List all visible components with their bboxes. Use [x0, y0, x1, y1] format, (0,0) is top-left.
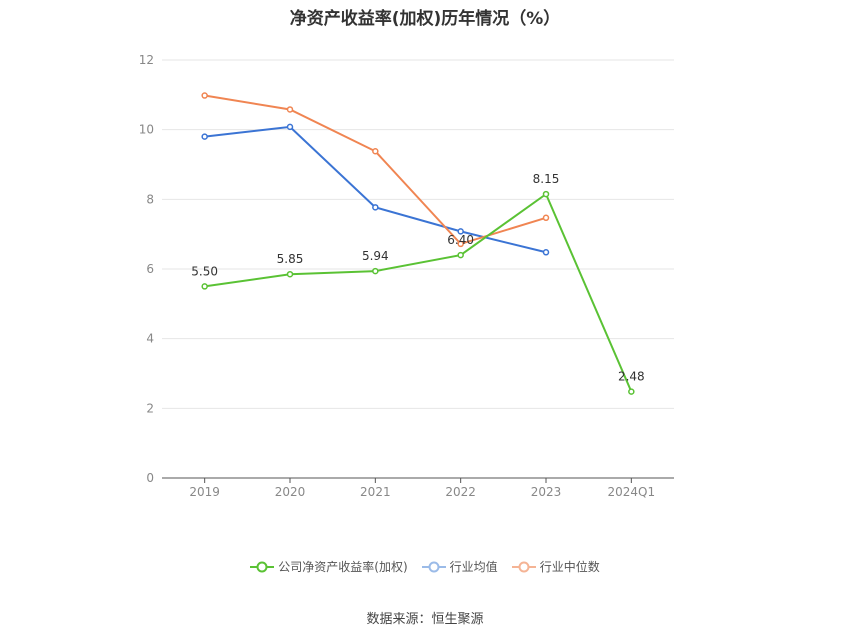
y-tick-label: 2	[146, 401, 154, 415]
legend-line-icon	[250, 561, 275, 572]
legend: 公司净资产收益率(加权) 行业均值 行业中位数	[0, 558, 850, 575]
series-line	[204, 192, 633, 393]
data-label: 5.85	[277, 252, 304, 266]
y-tick-label: 10	[139, 123, 154, 137]
data-point[interactable]	[372, 204, 379, 211]
data-point[interactable]	[372, 267, 379, 275]
x-tick-label: 2024Q1	[608, 485, 656, 499]
y-tick-label: 6	[146, 262, 154, 276]
data-point[interactable]	[628, 388, 635, 395]
x-tick-label: 2019	[189, 485, 220, 499]
data-point[interactable]	[542, 249, 550, 256]
legend-line-icon	[421, 561, 446, 572]
x-tick-label: 2021	[360, 485, 391, 499]
y-tick-label: 0	[146, 471, 154, 485]
y-tick-label: 8	[146, 192, 154, 206]
series-line	[204, 94, 547, 246]
y-tick-label: 4	[146, 332, 154, 346]
data-point[interactable]	[457, 240, 464, 248]
data-label: 5.50	[191, 264, 218, 278]
data-point[interactable]	[201, 133, 208, 140]
data-labels: 5.50 5.85 5.94 6.40 8.15 2.48	[191, 172, 644, 384]
data-point[interactable]	[201, 283, 208, 290]
legend-item-company[interactable]: 公司净资产收益率(加权)	[250, 558, 408, 575]
data-label: 5.94	[362, 249, 389, 263]
data-source: 数据来源：恒生聚源	[366, 612, 484, 627]
legend-label: 行业中位数	[539, 560, 600, 574]
grid-lines	[162, 59, 674, 409]
data-label: 8.15	[533, 172, 560, 186]
data-point[interactable]	[457, 228, 464, 235]
data-point[interactable]	[286, 106, 294, 113]
data-label: 6.40	[447, 233, 474, 247]
legend-line-icon	[511, 561, 536, 572]
data-label: 2.48	[618, 370, 645, 384]
data-point[interactable]	[457, 251, 464, 259]
data-point[interactable]	[372, 148, 379, 155]
series-lines	[201, 92, 635, 395]
data-point[interactable]	[542, 214, 550, 222]
data-point[interactable]	[542, 190, 550, 198]
x-tick-label: 2020	[275, 485, 306, 499]
data-point[interactable]	[286, 270, 294, 278]
legend-item-industry-mean[interactable]: 行业均值	[421, 558, 498, 575]
data-point[interactable]	[201, 92, 208, 99]
chart-title: 净资产收益率(加权)历年情况（%）	[289, 9, 561, 29]
legend-item-industry-median[interactable]: 行业中位数	[511, 558, 600, 575]
y-tick-label: 12	[139, 53, 154, 67]
legend-label: 公司净资产收益率(加权)	[278, 560, 408, 574]
axes: 0 2 4 6 8 10 12 2019 2020 2021 2022 2023 2024Q1	[139, 53, 674, 499]
data-point[interactable]	[286, 123, 294, 131]
x-tick-label: 2022	[445, 485, 476, 499]
x-tick-label: 2023	[531, 485, 562, 499]
legend-label: 行业均值	[449, 560, 498, 574]
